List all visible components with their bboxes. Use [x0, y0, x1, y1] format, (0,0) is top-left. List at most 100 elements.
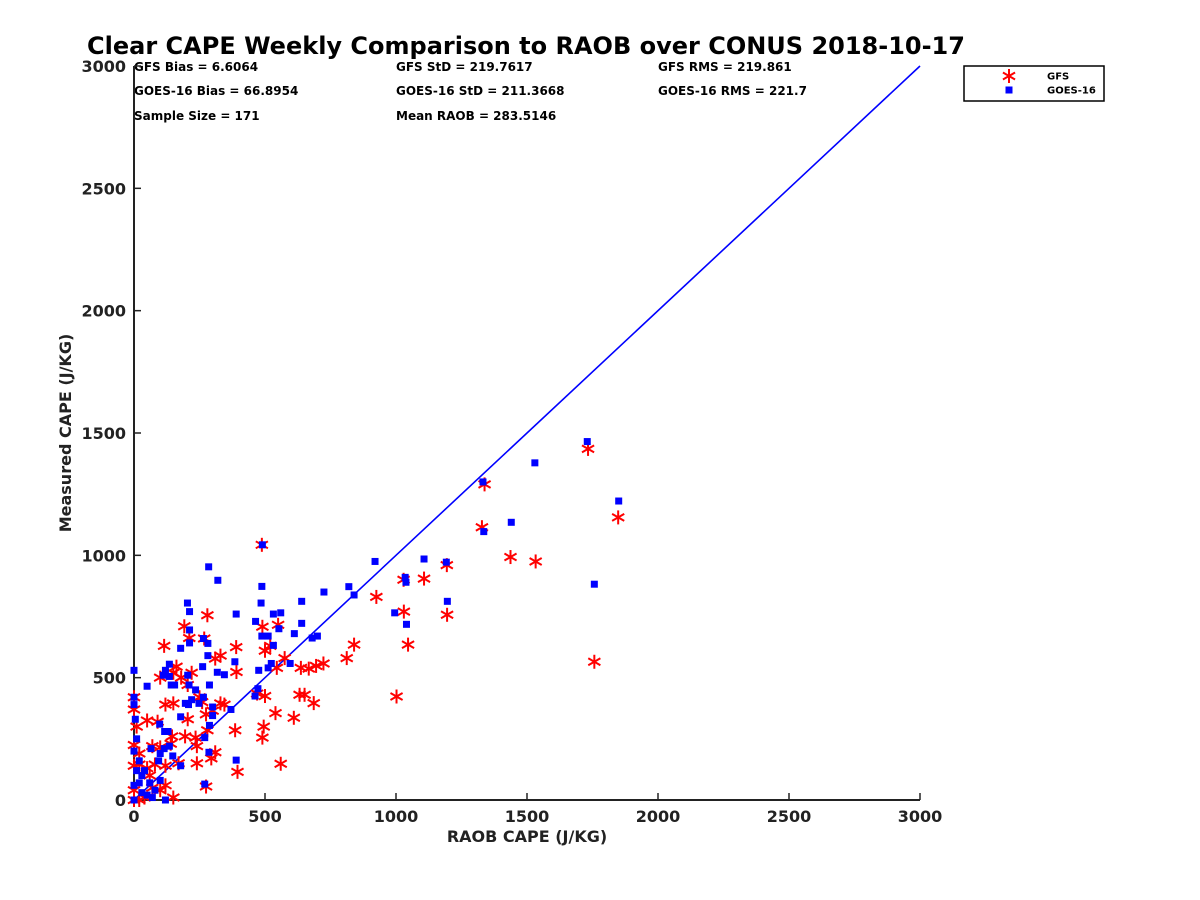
goes16-point — [213, 668, 221, 676]
goes16-point — [531, 459, 539, 467]
gfs-point — [587, 654, 601, 669]
goes16-point — [401, 573, 409, 581]
stat-label: Mean RAOB = 283.5146 — [396, 109, 556, 123]
legend-box — [963, 65, 1105, 102]
goes16-point — [443, 597, 451, 605]
goes16-point — [420, 555, 428, 563]
gfs-point — [417, 571, 431, 586]
goes16-point — [199, 635, 207, 643]
legend-gfs-marker — [1002, 69, 1016, 83]
goes16-point — [143, 791, 151, 799]
goes16-point — [350, 591, 358, 599]
gfs-point — [190, 756, 204, 771]
goes16-point — [371, 557, 379, 565]
x-tick-label: 1000 — [374, 807, 419, 826]
goes16-point — [156, 720, 164, 728]
goes16-point — [345, 583, 353, 591]
goes16-point — [183, 599, 191, 607]
axes: 0 500 1000 1500 2000 2500 3000 0 500 1000 1500 2000… — [81, 57, 942, 826]
goes16-point — [156, 750, 164, 758]
goes16-point — [258, 632, 266, 640]
reference-line — [133, 65, 921, 801]
y-tick-label: 2500 — [81, 179, 126, 198]
goes16-point — [255, 666, 263, 674]
goes16-point — [480, 528, 488, 536]
goes16-point — [165, 660, 173, 668]
stat-label: GFS StD = 219.7617 — [396, 60, 533, 74]
goes16-point — [298, 619, 306, 627]
goes16-point — [130, 666, 138, 674]
goes16-point — [135, 757, 143, 765]
goes16-point — [186, 639, 194, 647]
gfs-point — [158, 697, 173, 712]
stat-label: GFS Bias = 6.6064 — [134, 60, 258, 74]
goes16-point — [164, 727, 172, 735]
stat-label: GFS RMS = 219.861 — [658, 60, 792, 74]
goes16-point — [479, 478, 487, 486]
gfs-point — [347, 637, 361, 652]
y-tick-label: 0 — [115, 791, 126, 810]
goes16-point — [199, 693, 207, 701]
gfs-point — [258, 689, 272, 704]
goes16-point — [205, 748, 213, 756]
goes16-point — [320, 588, 328, 596]
gfs-point — [369, 589, 383, 604]
goes16-point — [264, 632, 272, 640]
gfs-point — [401, 637, 415, 652]
stat-label: GOES-16 RMS = 221.7 — [658, 84, 807, 98]
goes16-point — [590, 580, 598, 588]
goes16-point — [161, 666, 169, 674]
y-tick-label: 2000 — [81, 302, 126, 321]
goes16-point — [277, 609, 285, 617]
goes16-point — [159, 671, 167, 679]
goes16-point — [188, 696, 196, 704]
reference-line-layer — [133, 65, 921, 801]
x-tick-label: 3000 — [898, 807, 943, 826]
gfs-point — [307, 696, 321, 711]
goes16-point — [583, 438, 591, 446]
gfs-point — [230, 764, 245, 779]
goes16-point — [391, 609, 399, 617]
goes16-point — [135, 779, 143, 787]
gfs-point — [309, 658, 323, 673]
gfs-point — [229, 665, 244, 680]
goes16-point — [507, 518, 515, 526]
goes16-point — [264, 664, 272, 672]
goes16-point — [258, 582, 266, 590]
goes16-point — [130, 701, 138, 709]
goes16-point — [177, 644, 185, 652]
gfs-point — [389, 689, 404, 704]
goes16-point — [254, 685, 262, 693]
goes16-point — [227, 705, 235, 713]
goes16-point — [167, 681, 175, 689]
legend-goes16-marker — [1005, 86, 1013, 94]
gfs-point — [529, 554, 543, 569]
goes16-point — [308, 634, 316, 642]
goes16-point — [231, 658, 239, 666]
gfs-point — [268, 706, 283, 721]
gfs-point — [294, 660, 308, 675]
goes16-point — [177, 713, 185, 721]
y-tick-label: 1000 — [81, 546, 126, 565]
legend-label: GOES-16 — [1047, 86, 1096, 97]
goes16-point — [252, 617, 260, 625]
x-tick-label: 2500 — [767, 807, 812, 826]
goes16-point — [269, 641, 277, 649]
stat-label: Sample Size = 171 — [134, 109, 260, 123]
goes16-point — [165, 742, 173, 750]
goes16-point — [205, 563, 213, 571]
goes16-point — [160, 745, 168, 753]
goes16-point — [199, 663, 207, 671]
gfs-point — [440, 607, 454, 622]
goes16-point — [146, 779, 154, 787]
goes16-point — [251, 692, 259, 700]
goes16-point — [205, 681, 213, 689]
gfs-point — [397, 604, 411, 619]
y-tick-label: 3000 — [81, 57, 126, 76]
series-goes-16 — [130, 438, 623, 804]
stat-label: GOES-16 StD = 211.3668 — [396, 84, 565, 98]
goes16-point — [165, 672, 173, 680]
goes16-point — [232, 610, 240, 618]
goes16-point — [130, 781, 138, 789]
